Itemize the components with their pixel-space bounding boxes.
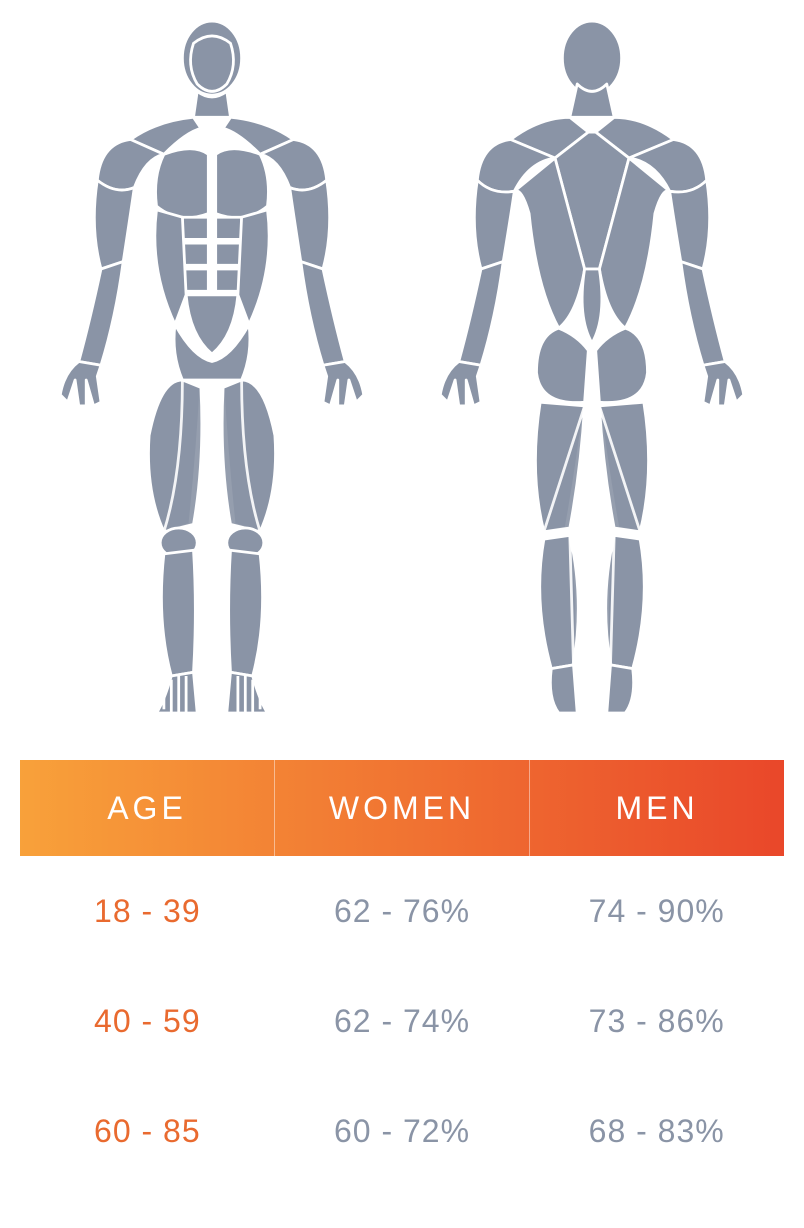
col-age: AGE bbox=[20, 760, 275, 856]
age-cell: 60 - 85 bbox=[20, 1113, 275, 1150]
table-header: AGE WOMEN MEN bbox=[20, 760, 784, 856]
col-women: WOMEN bbox=[275, 760, 530, 856]
men-cell: 74 - 90% bbox=[529, 893, 784, 930]
women-cell: 62 - 74% bbox=[275, 1003, 530, 1040]
table-row: 18 - 39 62 - 76% 74 - 90% bbox=[20, 856, 784, 966]
anatomy-figures bbox=[20, 10, 784, 750]
table-row: 60 - 85 60 - 72% 68 - 83% bbox=[20, 1076, 784, 1186]
body-front-icon bbox=[22, 10, 402, 750]
col-men: MEN bbox=[530, 760, 784, 856]
women-cell: 62 - 76% bbox=[275, 893, 530, 930]
infographic-page: AGE WOMEN MEN 18 - 39 62 - 76% 74 - 90% … bbox=[0, 0, 804, 1228]
women-cell: 60 - 72% bbox=[275, 1113, 530, 1150]
table-body: 18 - 39 62 - 76% 74 - 90% 40 - 59 62 - 7… bbox=[20, 856, 784, 1186]
body-back-icon bbox=[402, 10, 782, 750]
men-cell: 68 - 83% bbox=[529, 1113, 784, 1150]
men-cell: 73 - 86% bbox=[529, 1003, 784, 1040]
age-cell: 40 - 59 bbox=[20, 1003, 275, 1040]
table-row: 40 - 59 62 - 74% 73 - 86% bbox=[20, 966, 784, 1076]
data-table: AGE WOMEN MEN 18 - 39 62 - 76% 74 - 90% … bbox=[20, 760, 784, 1186]
age-cell: 18 - 39 bbox=[20, 893, 275, 930]
